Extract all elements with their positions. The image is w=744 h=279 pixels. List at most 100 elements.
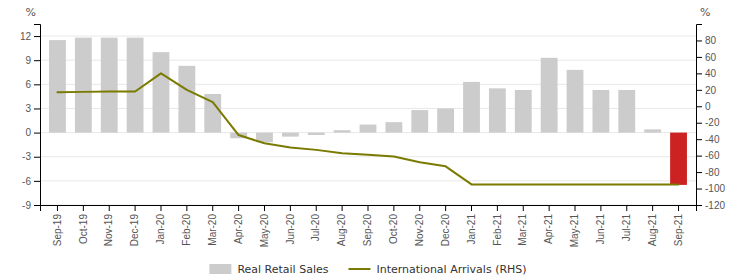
- grid-line: [40, 156, 696, 157]
- tick: Apr-20: [233, 205, 244, 244]
- legend-swatch: [348, 268, 370, 270]
- bar: [75, 38, 92, 133]
- tick: 0: [696, 101, 711, 112]
- tick: Feb-20: [181, 205, 192, 246]
- tick-mark: [549, 205, 550, 211]
- tick-label: -9: [22, 200, 31, 211]
- y2-axis-line: [697, 25, 703, 206]
- bar: [567, 70, 584, 133]
- tick: -80: [696, 167, 720, 178]
- tick: Sep-19: [52, 205, 63, 246]
- chart: Sep-19 Oct-19 Nov-19 Dec-19 Jan-20 Feb-20 Mar-…: [0, 0, 744, 279]
- tick-mark: [109, 205, 110, 211]
- tick: -3: [22, 151, 40, 162]
- tick-label: Jun-21: [595, 214, 606, 245]
- tick-mark: [696, 139, 702, 140]
- tick: Jul-21: [621, 205, 632, 241]
- tick: May-20: [259, 205, 270, 247]
- tick: Nov-20: [414, 205, 425, 246]
- tick-label: Jan-21: [466, 214, 477, 245]
- tick-label: May-21: [569, 214, 580, 248]
- line: [57, 73, 678, 184]
- tick: Jun-21: [595, 205, 606, 245]
- tick-mark: [368, 205, 369, 211]
- tick-label: -20: [705, 117, 720, 128]
- bar: [489, 88, 506, 132]
- tick: Apr-21: [543, 205, 554, 244]
- tick-mark: [678, 205, 679, 211]
- tick: Nov-19: [103, 205, 114, 246]
- tick-mark: [696, 90, 702, 91]
- bar: [437, 108, 454, 132]
- tick-mark: [696, 123, 702, 124]
- tick: -40: [696, 134, 720, 145]
- tick-mark: [497, 205, 498, 211]
- tick: 20: [696, 85, 717, 96]
- tick-label: 0: [705, 101, 711, 112]
- tick-mark: [696, 73, 702, 74]
- tick: Aug-20: [336, 205, 347, 246]
- tick: 80: [696, 35, 717, 46]
- tick-mark: [34, 60, 40, 61]
- tick-mark: [419, 205, 420, 211]
- legend: Real Retail SalesInternational Arrivals …: [209, 263, 526, 276]
- tick-mark: [160, 205, 161, 211]
- tick-mark: [696, 106, 702, 107]
- tick: Mar-21: [517, 205, 528, 246]
- x-axis: Sep-19 Oct-19 Nov-19 Dec-19 Jan-20 Feb-20 Mar-…: [41, 205, 697, 247]
- tick-mark: [83, 205, 84, 211]
- tick-label: Apr-20: [233, 214, 244, 244]
- tick-label: Sep-21: [673, 214, 684, 247]
- tick: Sep-21: [673, 205, 684, 246]
- tick-label: Dec-19: [129, 214, 140, 247]
- tick-mark: [186, 205, 187, 211]
- tick-label: Jan-20: [155, 214, 166, 245]
- bar: [153, 52, 170, 132]
- tick-label: Apr-21: [543, 214, 554, 244]
- tick: -6: [22, 176, 40, 187]
- tick: -9: [22, 200, 40, 211]
- bar: [360, 125, 377, 133]
- tick: Mar-20: [207, 205, 218, 246]
- tick: -20: [696, 117, 720, 128]
- marks: [49, 38, 687, 185]
- tick: -100: [696, 183, 725, 194]
- bar: [308, 133, 325, 135]
- tick: 40: [696, 68, 717, 79]
- tick: 6: [25, 79, 40, 90]
- tick-label: -40: [705, 134, 720, 145]
- tick-label: -100: [705, 183, 725, 194]
- x-axis-line: [41, 206, 697, 212]
- tick-mark: [600, 205, 601, 211]
- y2-axis-title: %: [700, 6, 710, 19]
- tick-mark: [34, 205, 40, 206]
- tick-label: Nov-19: [103, 214, 114, 247]
- tick-mark: [696, 40, 702, 41]
- tick-mark: [445, 205, 446, 211]
- tick-label: 12: [20, 31, 32, 42]
- tick-mark: [342, 205, 343, 211]
- tick-mark: [34, 133, 40, 134]
- tick-label: -3: [22, 151, 31, 162]
- bar: [515, 90, 532, 133]
- plot: Sep-19 Oct-19 Nov-19 Dec-19 Jan-20 Feb-20 Mar-…: [20, 6, 726, 247]
- tick: 60: [696, 52, 717, 63]
- tick-label: Jun-20: [285, 214, 296, 245]
- tick-label: -6: [22, 176, 31, 187]
- y2-axis: -120-100-80-60-40-20020406080: [696, 25, 725, 211]
- bar: [463, 82, 480, 133]
- tick-label: Sep-20: [362, 214, 373, 247]
- tick-mark: [471, 205, 472, 211]
- tick-label: Oct-19: [78, 214, 89, 244]
- tick-mark: [393, 205, 394, 211]
- tick-label: Jul-21: [621, 214, 632, 242]
- tick: Dec-20: [440, 205, 451, 246]
- legend-label: International Arrivals (RHS): [376, 263, 526, 276]
- tick-label: Mar-21: [517, 214, 528, 246]
- tick-mark: [34, 84, 40, 85]
- tick: Jul-20: [310, 205, 321, 241]
- tick-label: -120: [705, 200, 725, 211]
- tick-mark: [652, 205, 653, 211]
- bar: [670, 133, 687, 185]
- tick-label: 6: [25, 79, 31, 90]
